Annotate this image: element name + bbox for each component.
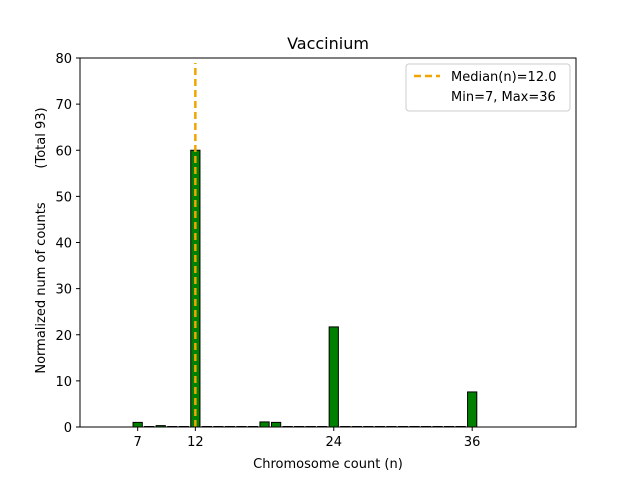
y-axis-label: Normalized num of counts [34, 202, 49, 373]
x-tick-label: 36 [464, 435, 481, 450]
y-tick-label: 20 [55, 329, 72, 344]
legend: Median(n)=12.0 Min=7, Max=36 [405, 63, 571, 112]
legend-range-label: Min=7, Max=36 [451, 90, 556, 105]
y-tick-label: 60 [55, 144, 72, 159]
x-ticks: 7 12 24 36 [134, 427, 481, 450]
axes-frame [79, 57, 577, 428]
y-tick-label: 0 [64, 421, 72, 436]
bar-n-24 [328, 326, 339, 428]
y-tick-label: 70 [55, 98, 72, 113]
x-tick-label: 12 [187, 435, 204, 450]
bar-n-7 [132, 421, 143, 428]
y-tick-label: 50 [55, 190, 72, 205]
bars-layer [132, 149, 478, 428]
legend-box [405, 63, 571, 112]
y-axis-total-label: (Total 93) [34, 107, 49, 168]
x-tick-label: 24 [325, 435, 342, 450]
y-tick-label: 40 [55, 237, 72, 252]
bar-n-19 [270, 421, 282, 428]
bar-n-36 [467, 391, 478, 428]
x-axis-label: Chromosome count (n) [253, 457, 403, 472]
legend-median-label: Median(n)=12.0 [451, 70, 557, 85]
chart-title: Vaccinium [287, 34, 369, 53]
x-tick-label: 7 [134, 435, 142, 450]
y-tick-label: 30 [55, 283, 72, 298]
bar-n-18 [259, 421, 270, 428]
y-tick-label: 10 [55, 375, 72, 390]
y-ticks: 0 10 20 30 40 50 60 70 80 [55, 52, 80, 436]
y-tick-label: 80 [55, 52, 72, 67]
